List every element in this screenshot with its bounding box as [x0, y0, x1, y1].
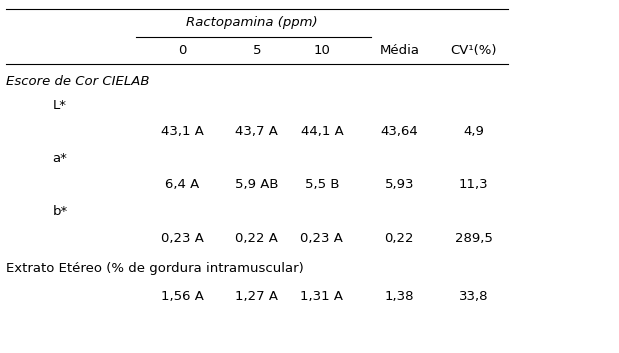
Text: 0,22: 0,22: [384, 232, 414, 245]
Text: 43,1 A: 43,1 A: [161, 125, 204, 138]
Text: 5,5 B: 5,5 B: [305, 178, 339, 191]
Text: Escore de Cor CIELAB: Escore de Cor CIELAB: [6, 75, 150, 88]
Text: Ractopamina (ppm): Ractopamina (ppm): [186, 16, 318, 29]
Text: 289,5: 289,5: [454, 232, 493, 245]
Text: 10: 10: [313, 44, 331, 56]
Text: 0,23 A: 0,23 A: [161, 232, 204, 245]
Text: 0,23 A: 0,23 A: [300, 232, 344, 245]
Text: 6,4 A: 6,4 A: [165, 178, 200, 191]
Text: CV¹(%): CV¹(%): [450, 44, 497, 56]
Text: Extrato Etéreo (% de gordura intramuscular): Extrato Etéreo (% de gordura intramuscul…: [6, 262, 304, 275]
Text: 5,93: 5,93: [384, 178, 414, 191]
Text: 33,8: 33,8: [459, 290, 488, 303]
Text: 1,31 A: 1,31 A: [300, 290, 344, 303]
Text: 1,27 A: 1,27 A: [235, 290, 279, 303]
Text: Média: Média: [379, 44, 419, 56]
Text: a*: a*: [53, 152, 67, 165]
Text: 1,56 A: 1,56 A: [161, 290, 204, 303]
Text: b*: b*: [53, 205, 68, 218]
Text: 11,3: 11,3: [459, 178, 488, 191]
Text: 1,38: 1,38: [384, 290, 414, 303]
Text: 5: 5: [253, 44, 261, 56]
Text: 0: 0: [178, 44, 187, 56]
Text: 5,9 AB: 5,9 AB: [235, 178, 279, 191]
Text: 43,7 A: 43,7 A: [235, 125, 279, 138]
Text: 44,1 A: 44,1 A: [300, 125, 344, 138]
Text: 0,22 A: 0,22 A: [235, 232, 279, 245]
Text: 43,64: 43,64: [381, 125, 418, 138]
Text: 4,9: 4,9: [463, 125, 484, 138]
Text: L*: L*: [53, 100, 67, 112]
